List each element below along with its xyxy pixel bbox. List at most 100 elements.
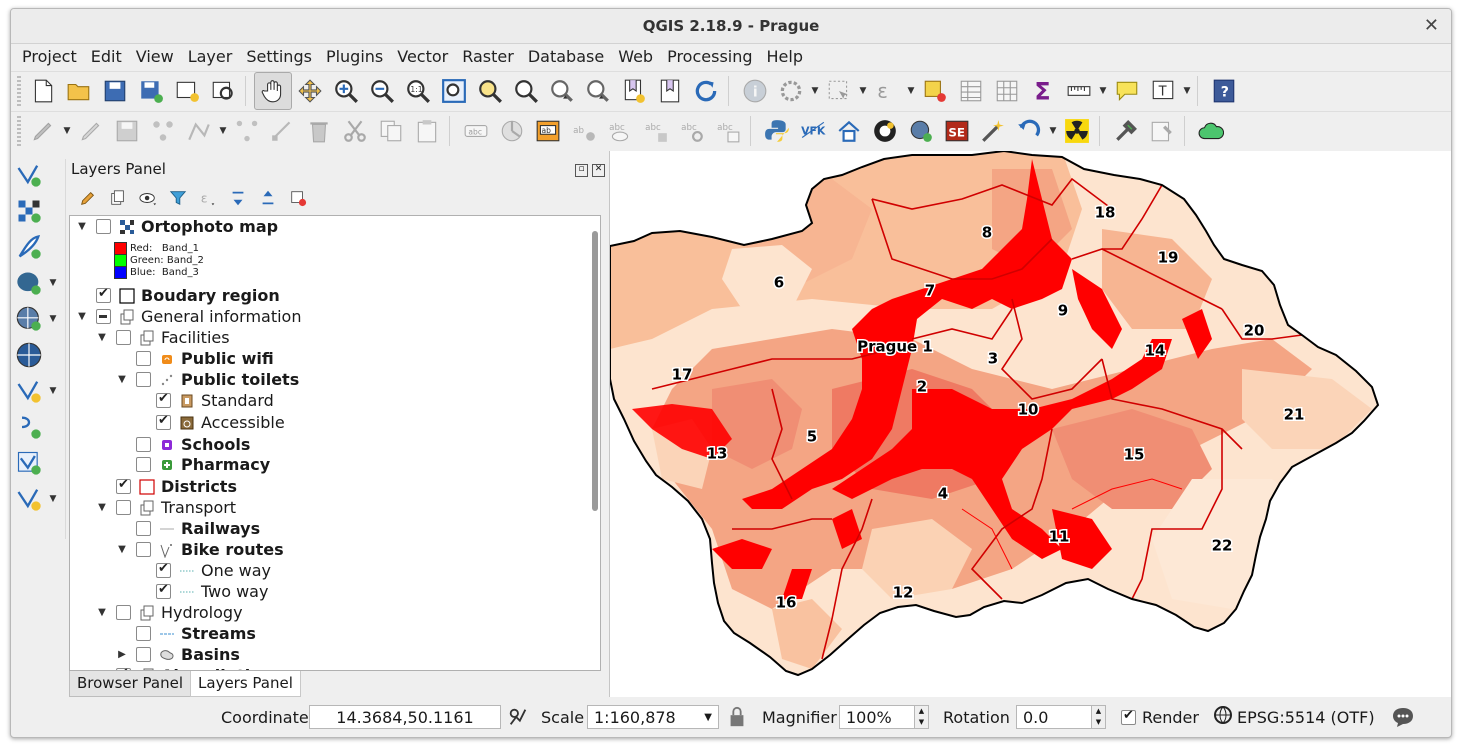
- messages-icon[interactable]: [1391, 704, 1415, 730]
- layer-row[interactable]: Districts: [96, 476, 237, 497]
- radiation-plugin-icon[interactable]: [1059, 113, 1095, 149]
- menu-raster[interactable]: Raster: [462, 47, 514, 66]
- rotation-spinner[interactable]: ▲ ▼: [1092, 705, 1106, 729]
- layer-visibility-checkbox[interactable]: [116, 666, 131, 670]
- pan-to-selection-icon[interactable]: [292, 73, 328, 109]
- semi-automatic-classification-icon[interactable]: SE: [939, 113, 975, 149]
- menu-view[interactable]: View: [135, 47, 174, 66]
- select-by-expression-icon[interactable]: ε: [869, 73, 905, 109]
- scale-dropdown-icon[interactable]: ▼: [704, 711, 712, 723]
- attribute-table-icon[interactable]: [953, 73, 989, 109]
- add-point-icon[interactable]: [145, 113, 181, 149]
- add-wcs-layer-icon[interactable]: [15, 339, 59, 371]
- manage-visibility-icon[interactable]: [133, 186, 163, 210]
- current-edits-dropdown-icon[interactable]: ▼: [63, 126, 71, 136]
- layer-row[interactable]: Two way: [136, 581, 268, 602]
- map-tips-icon[interactable]: [1109, 73, 1145, 109]
- toggle-editing-icon[interactable]: [73, 113, 109, 149]
- field-calculator-icon[interactable]: [989, 73, 1025, 109]
- add-raster-layer-icon[interactable]: [15, 195, 59, 227]
- collapse-arrow-icon[interactable]: ▼: [98, 502, 106, 513]
- globe-settings-icon[interactable]: [903, 113, 939, 149]
- text-annotation-icon[interactable]: T: [1145, 73, 1181, 109]
- close-panel-icon[interactable]: ✕: [592, 164, 605, 177]
- toolbar-grip[interactable]: [17, 76, 21, 106]
- current-edits-icon[interactable]: [25, 113, 61, 149]
- layer-visibility-checkbox[interactable]: [156, 391, 171, 408]
- layer-row[interactable]: ▼ Hydrology: [96, 602, 242, 623]
- open-project-icon[interactable]: [61, 73, 97, 109]
- zoom-in-icon[interactable]: [328, 73, 364, 109]
- toolbar-grip-2[interactable]: [17, 116, 21, 146]
- paste-features-icon[interactable]: [409, 113, 445, 149]
- save-project-icon[interactable]: [97, 73, 133, 109]
- python-console-icon[interactable]: [759, 113, 795, 149]
- add-delimited-text-layer-icon[interactable]: [15, 231, 59, 263]
- add-line-icon[interactable]: [181, 113, 217, 149]
- layer-visibility-checkbox[interactable]: [156, 561, 171, 578]
- new-bookmark-icon[interactable]: [616, 73, 652, 109]
- layer-visibility-checkbox[interactable]: [116, 500, 131, 515]
- layer-row[interactable]: Railways: [116, 518, 260, 539]
- select-dropdown-icon[interactable]: ▼: [859, 86, 867, 96]
- menu-plugins[interactable]: Plugins: [325, 47, 384, 66]
- new-print-composer-icon[interactable]: [169, 73, 205, 109]
- magic-wand-icon[interactable]: [975, 113, 1011, 149]
- new-gpx-layer-icon[interactable]: ▼: [15, 483, 59, 515]
- layer-row[interactable]: Boudary region: [76, 285, 280, 306]
- menu-layer[interactable]: Layer: [187, 47, 233, 66]
- delete-selected-icon[interactable]: [301, 113, 337, 149]
- layer-row[interactable]: One way: [136, 560, 271, 581]
- pan-map-icon[interactable]: [254, 72, 292, 110]
- prague-map[interactable]: Prague 1 2 3 4 5 6 7 8 9 10 11 12 13 14 15 16 17 18 19 20 21…: [610, 151, 1452, 697]
- new-project-icon[interactable]: [25, 73, 61, 109]
- expand-all-icon[interactable]: [223, 186, 253, 210]
- collapse-arrow-icon[interactable]: ▼: [118, 374, 126, 385]
- zoom-full-icon[interactable]: [436, 73, 472, 109]
- float-panel-icon[interactable]: ▫: [575, 164, 588, 177]
- close-window-icon[interactable]: ✕: [1423, 15, 1439, 36]
- zoom-next-icon[interactable]: [580, 73, 616, 109]
- remove-layer-icon[interactable]: [283, 186, 313, 210]
- menu-edit[interactable]: Edit: [90, 47, 122, 66]
- layer-visibility-checkbox[interactable]: [136, 457, 151, 472]
- save-edits-icon[interactable]: [109, 113, 145, 149]
- layer-visibility-checkbox[interactable]: [136, 647, 151, 662]
- new-shapefile-layer-icon[interactable]: ▼: [15, 375, 59, 407]
- move-feature-icon[interactable]: [229, 113, 265, 149]
- node-tool-icon[interactable]: [265, 113, 301, 149]
- layer-visibility-checkbox[interactable]: [116, 330, 131, 345]
- crs-status[interactable]: EPSG:5514 (OTF): [1237, 707, 1375, 727]
- collapse-arrow-icon[interactable]: ▼: [98, 332, 106, 343]
- add-vector-layer-icon[interactable]: [15, 159, 59, 191]
- move-label-icon[interactable]: abc: [638, 113, 674, 149]
- coordinate-field[interactable]: 14.3684,50.1161: [309, 705, 501, 729]
- layer-row[interactable]: ▼ General information: [76, 306, 301, 327]
- layer-row[interactable]: ▼ Facilities: [96, 327, 229, 348]
- layer-visibility-checkbox[interactable]: [136, 521, 151, 536]
- layer-visibility-checkbox[interactable]: [136, 542, 151, 557]
- coordinate-toggle-icon[interactable]: [507, 704, 529, 730]
- magnifier-spinner[interactable]: ▲ ▼: [915, 705, 929, 729]
- help-icon[interactable]: ?: [1206, 73, 1242, 109]
- layer-visibility-checkbox[interactable]: [96, 309, 111, 324]
- layer-row[interactable]: ▶Air pollution: [96, 665, 273, 670]
- zoom-out-icon[interactable]: [364, 73, 400, 109]
- identify-features-icon[interactable]: i: [737, 73, 773, 109]
- render-checkbox[interactable]: [1121, 708, 1136, 725]
- measure-dropdown-icon[interactable]: ▼: [1099, 86, 1107, 96]
- cloud-plugin-icon[interactable]: [1193, 113, 1229, 149]
- processing-toolbox-icon[interactable]: [1144, 113, 1180, 149]
- menu-web[interactable]: Web: [618, 47, 654, 66]
- tab-browser-panel[interactable]: Browser Panel: [69, 671, 192, 697]
- pin-labels-icon[interactable]: ab: [566, 113, 602, 149]
- deselect-all-icon[interactable]: [917, 73, 953, 109]
- scale-combobox[interactable]: 1:160,878 ▼: [587, 705, 719, 729]
- home-icon[interactable]: [831, 113, 867, 149]
- save-as-icon[interactable]: [133, 73, 169, 109]
- add-wms-layer-icon[interactable]: ▼: [15, 303, 59, 335]
- menu-settings[interactable]: Settings: [246, 47, 312, 66]
- expand-arrow-icon[interactable]: ▶: [118, 649, 126, 660]
- layer-row[interactable]: ▶ Basins: [116, 644, 240, 665]
- menu-help[interactable]: Help: [766, 47, 803, 66]
